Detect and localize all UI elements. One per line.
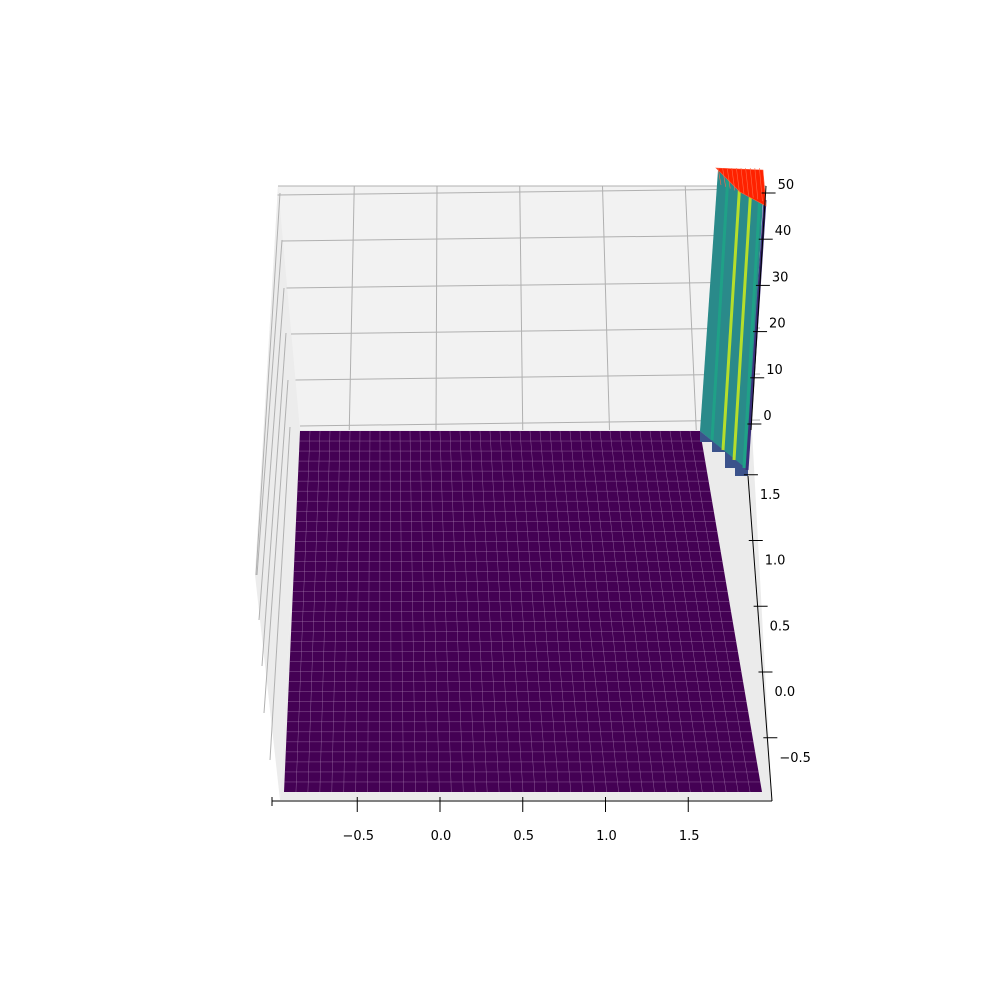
x-tick-label: −0.5 (342, 829, 374, 844)
clipped-top-mesh (736, 167, 740, 193)
y-axis-line (747, 475, 773, 802)
wall-stripe (732, 185, 753, 461)
z-axis-line (750, 185, 767, 431)
z-grid-line (299, 419, 761, 427)
z-grid-line (277, 188, 761, 196)
y-tick-label: 0.0 (774, 685, 795, 700)
clipped-top-mesh (754, 167, 759, 200)
clipped-top-mesh (726, 167, 731, 189)
y-grid-line (269, 426, 291, 761)
z-grid-line (295, 373, 761, 381)
axes-layer (271, 185, 778, 812)
y-tick-label: −0.5 (779, 751, 811, 766)
side-pane (255, 186, 300, 800)
clipped-top-mesh (722, 167, 726, 187)
wall-stripe (742, 192, 762, 469)
y-tick-label: 0.5 (770, 619, 791, 634)
x-grid-line (602, 185, 610, 431)
clipped-top-mesh (740, 167, 745, 195)
x-tick-label: 0.0 (431, 829, 452, 844)
y-grid-line (261, 332, 287, 667)
x-tick-label: 1.0 (596, 829, 617, 844)
z-tick-label: 0 (763, 409, 771, 424)
y-grid-line (255, 192, 281, 576)
z-tick-label: 20 (769, 317, 786, 332)
x-tick-label: 1.5 (679, 829, 700, 844)
z-tick-label: 50 (778, 178, 795, 193)
wall-stripe (710, 174, 730, 441)
grid-layer (255, 185, 766, 761)
y-tick-label: 1.0 (765, 554, 786, 569)
z-grid-line (281, 234, 761, 242)
y-grid-line (258, 287, 285, 621)
surface-layer (284, 167, 767, 793)
clipped-top-mesh (717, 167, 722, 186)
clipped-top-mesh (731, 167, 736, 191)
x-grid-line (684, 185, 697, 431)
x-grid-line (519, 185, 524, 431)
z-tick-label: 30 (772, 270, 789, 285)
z-grid-line (286, 281, 761, 289)
clipped-top-mesh (759, 167, 763, 202)
x-grid-line (348, 185, 355, 431)
z-tick-label: 40 (775, 224, 792, 239)
y-grid-line (256, 239, 283, 576)
x-grid-line (435, 185, 438, 431)
x-tick-label: 0.5 (513, 829, 534, 844)
y-grid-line (263, 379, 289, 714)
wall-step-edge (700, 431, 748, 476)
z-grid-line (290, 327, 761, 335)
tick-label-layer: −0.5 0.0 0.5 1.0 1.5 −0.5 0.0 0.5 1.0 1.5 0 10 20 30 4… (342, 178, 810, 844)
z-tick-label: 10 (766, 363, 783, 378)
y-tick-label: 1.5 (760, 488, 781, 503)
wall-stripe (721, 179, 742, 451)
clipped-top-mesh (749, 167, 754, 198)
clipped-top-mesh (745, 167, 749, 196)
